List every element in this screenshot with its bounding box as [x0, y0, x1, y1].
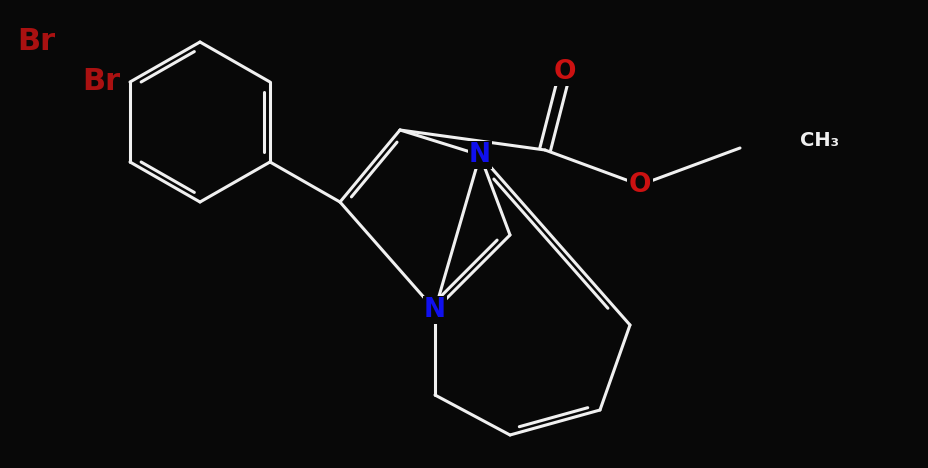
Text: N: N: [469, 142, 491, 168]
Text: Br: Br: [17, 28, 55, 57]
Text: O: O: [628, 172, 651, 198]
Text: CH₃: CH₃: [799, 131, 838, 149]
Text: N: N: [423, 297, 445, 323]
Text: O: O: [553, 59, 575, 85]
Text: Br: Br: [82, 67, 120, 96]
